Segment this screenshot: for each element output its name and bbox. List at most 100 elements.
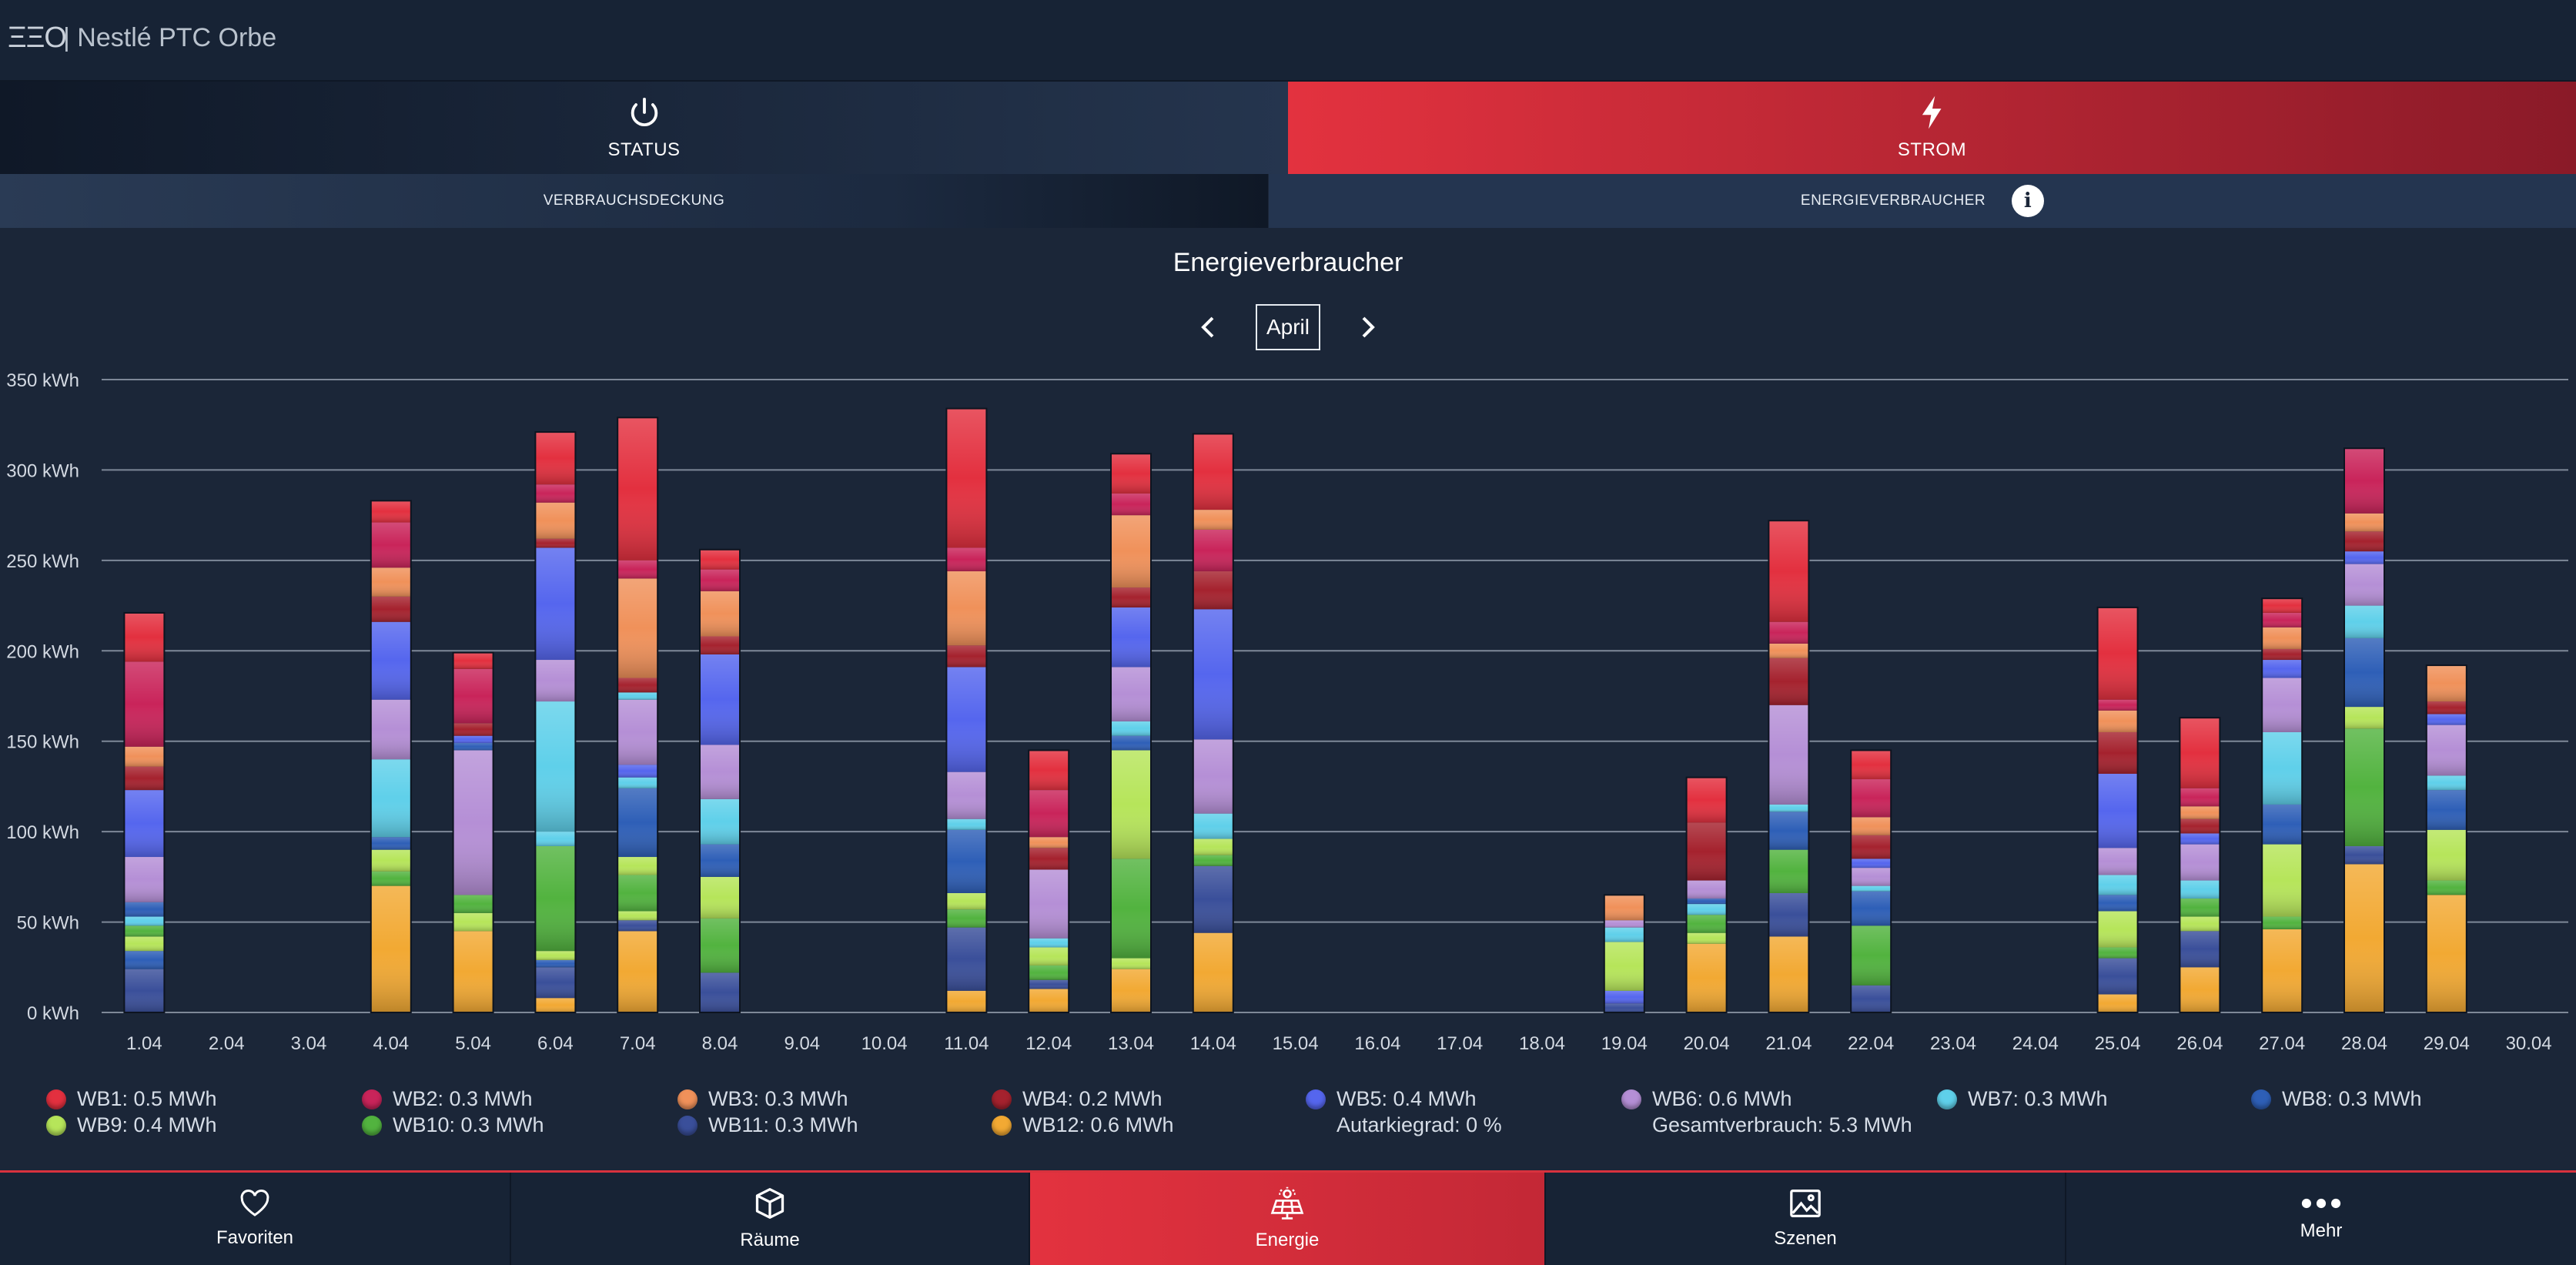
bar-segment-shade [2344, 845, 2384, 865]
legend-label: WB2: 0.3 MWh [393, 1087, 533, 1110]
bar-segment-shade [2344, 551, 2384, 564]
bar-segment-shade [617, 911, 658, 921]
legend-item-WB5[interactable]: WB5: 0.4 MWh [1306, 1087, 1477, 1111]
legend-item-WB3[interactable]: WB3: 0.3 MWh [677, 1087, 848, 1111]
bar-segment-shade [370, 759, 411, 838]
y-tick-label: 250 kWh [6, 551, 79, 572]
bar-segment-shade [453, 895, 493, 913]
bar-segment-shade [2426, 725, 2467, 776]
bar-segment-shade [1768, 804, 1809, 812]
bar-segment-shade [124, 612, 165, 662]
legend-dot [46, 1089, 66, 1109]
legend-item-WB2[interactable]: WB2: 0.3 MWh [362, 1087, 533, 1111]
bar-segment-shade [1111, 515, 1151, 588]
bar-28.04 [2343, 447, 2385, 1013]
nav-mehr[interactable]: Mehr [2066, 1173, 2576, 1265]
bar-6.04 [534, 431, 577, 1013]
bar-segment-shade [946, 892, 987, 910]
bar-segment-shade [2180, 818, 2220, 834]
tab-strom-label: STROM [1897, 139, 1967, 160]
bar-segment-shade [617, 578, 658, 678]
bar-segment-shade [1029, 790, 1069, 838]
nav-raeume[interactable]: Räume [511, 1173, 1030, 1265]
bar-segment-shade [1686, 822, 1727, 881]
bar-segment-shade [1768, 658, 1809, 705]
nav-energie[interactable]: Energie [1030, 1173, 1546, 1265]
bar-segment-shade [1111, 453, 1151, 494]
x-tick-label: 13.04 [1108, 1033, 1154, 1054]
bar-segment-shade [124, 661, 165, 747]
bar-segment-shade [535, 484, 576, 503]
bar-segment-shade [2344, 513, 2384, 532]
bar-12.04 [1028, 749, 1070, 1013]
legend-item-WB4[interactable]: WB4: 0.2 MWh [992, 1087, 1163, 1111]
next-month-button[interactable] [1345, 304, 1391, 350]
bar-segment-shade [617, 931, 658, 1012]
x-tick-label: 5.04 [455, 1033, 491, 1054]
tab-status[interactable]: STATUS [0, 82, 1288, 174]
legend-item-WB10[interactable]: WB10: 0.3 MWh [362, 1113, 544, 1137]
legend-item-WB1[interactable]: WB1: 0.5 MWh [46, 1087, 217, 1111]
nav-favoriten[interactable]: Favoriten [0, 1173, 511, 1265]
x-tick-label: 24.04 [2012, 1033, 2059, 1054]
prev-month-button[interactable] [1185, 304, 1231, 350]
bar-segment-shade [1604, 895, 1644, 921]
bar-segment-shade [2180, 880, 2220, 899]
bar-segment-shade [535, 547, 576, 661]
chevron-left-icon [1201, 316, 1214, 338]
bar-segment-shade [946, 829, 987, 893]
x-tick-label: 8.04 [702, 1033, 738, 1054]
bar-segment-shade [1029, 965, 1069, 980]
bar-segment-shade [535, 998, 576, 1012]
bar-segment-shade [946, 571, 987, 646]
y-tick-label: 50 kWh [17, 913, 79, 934]
bar-segment-shade [1111, 587, 1151, 607]
bar-segment-shade [2262, 612, 2303, 627]
bar-outline [1850, 749, 1892, 1013]
bar-segment-shade [1193, 510, 1233, 530]
bar-segment-shade [1111, 858, 1151, 959]
tab-strom[interactable]: STROM [1288, 82, 2576, 174]
legend-label: WB11: 0.3 MWh [708, 1113, 858, 1136]
legend-item-WB12[interactable]: WB12: 0.6 MWh [992, 1113, 1174, 1137]
bar-segment-shade [370, 522, 411, 568]
x-tick-label: 29.04 [2424, 1033, 2470, 1054]
bar-segment-shade [2180, 788, 2220, 807]
bar-segment-shade [370, 885, 411, 1012]
bar-segment-shade [124, 857, 165, 902]
bar-4.04 [370, 500, 412, 1013]
legend-item-WB8[interactable]: WB8: 0.3 MWh [2251, 1087, 2422, 1111]
legend-item-WB11[interactable]: WB11: 0.3 MWh [677, 1113, 858, 1137]
nav-favoriten-label: Favoriten [216, 1227, 294, 1248]
bar-segment-shade [2426, 829, 2467, 881]
subtab-verbrauchsdeckung[interactable]: VERBRAUCHSDECKUNG [0, 174, 1268, 228]
legend-item-WB6[interactable]: WB6: 0.6 MWh [1621, 1087, 1792, 1111]
legend-item-WB9[interactable]: WB9: 0.4 MWh [46, 1113, 217, 1137]
info-icon[interactable]: i [2012, 185, 2045, 217]
bar-segment-shade [2180, 931, 2220, 968]
legend-item-WB7[interactable]: WB7: 0.3 MWh [1937, 1087, 2108, 1111]
bar-outline [1685, 776, 1728, 1014]
bar-segment-shade [1111, 667, 1151, 721]
legend-label: WB3: 0.3 MWh [708, 1087, 848, 1110]
x-tick-label: 10.04 [861, 1033, 908, 1054]
bar-segment-shade [453, 743, 493, 751]
bar-segment-shade [946, 667, 987, 772]
bar-segment-shade [1029, 837, 1069, 848]
month-selector[interactable]: April [1256, 304, 1320, 350]
bar-segment-shade [2097, 895, 2138, 912]
bar-segment-shade [700, 798, 740, 845]
bar-outline [1110, 453, 1152, 1013]
bar-segment-shade [370, 837, 411, 850]
bar-segment-shade [124, 925, 165, 937]
bar-segment-shade [2097, 848, 2138, 875]
bar-segment-shade [370, 849, 411, 872]
bar-segment-shade [124, 766, 165, 791]
bar-segment-shade [700, 549, 740, 570]
bar-segment-shade [2262, 804, 2303, 845]
bar-segment-shade [1768, 812, 1809, 850]
nav-szenen[interactable]: Szenen [1546, 1173, 2066, 1265]
bar-segment-shade [2180, 899, 2220, 917]
subtab-energieverbraucher[interactable]: ENERGIEVERBRAUCHER i [1269, 174, 2576, 228]
bar-segment-shade [1029, 848, 1069, 870]
